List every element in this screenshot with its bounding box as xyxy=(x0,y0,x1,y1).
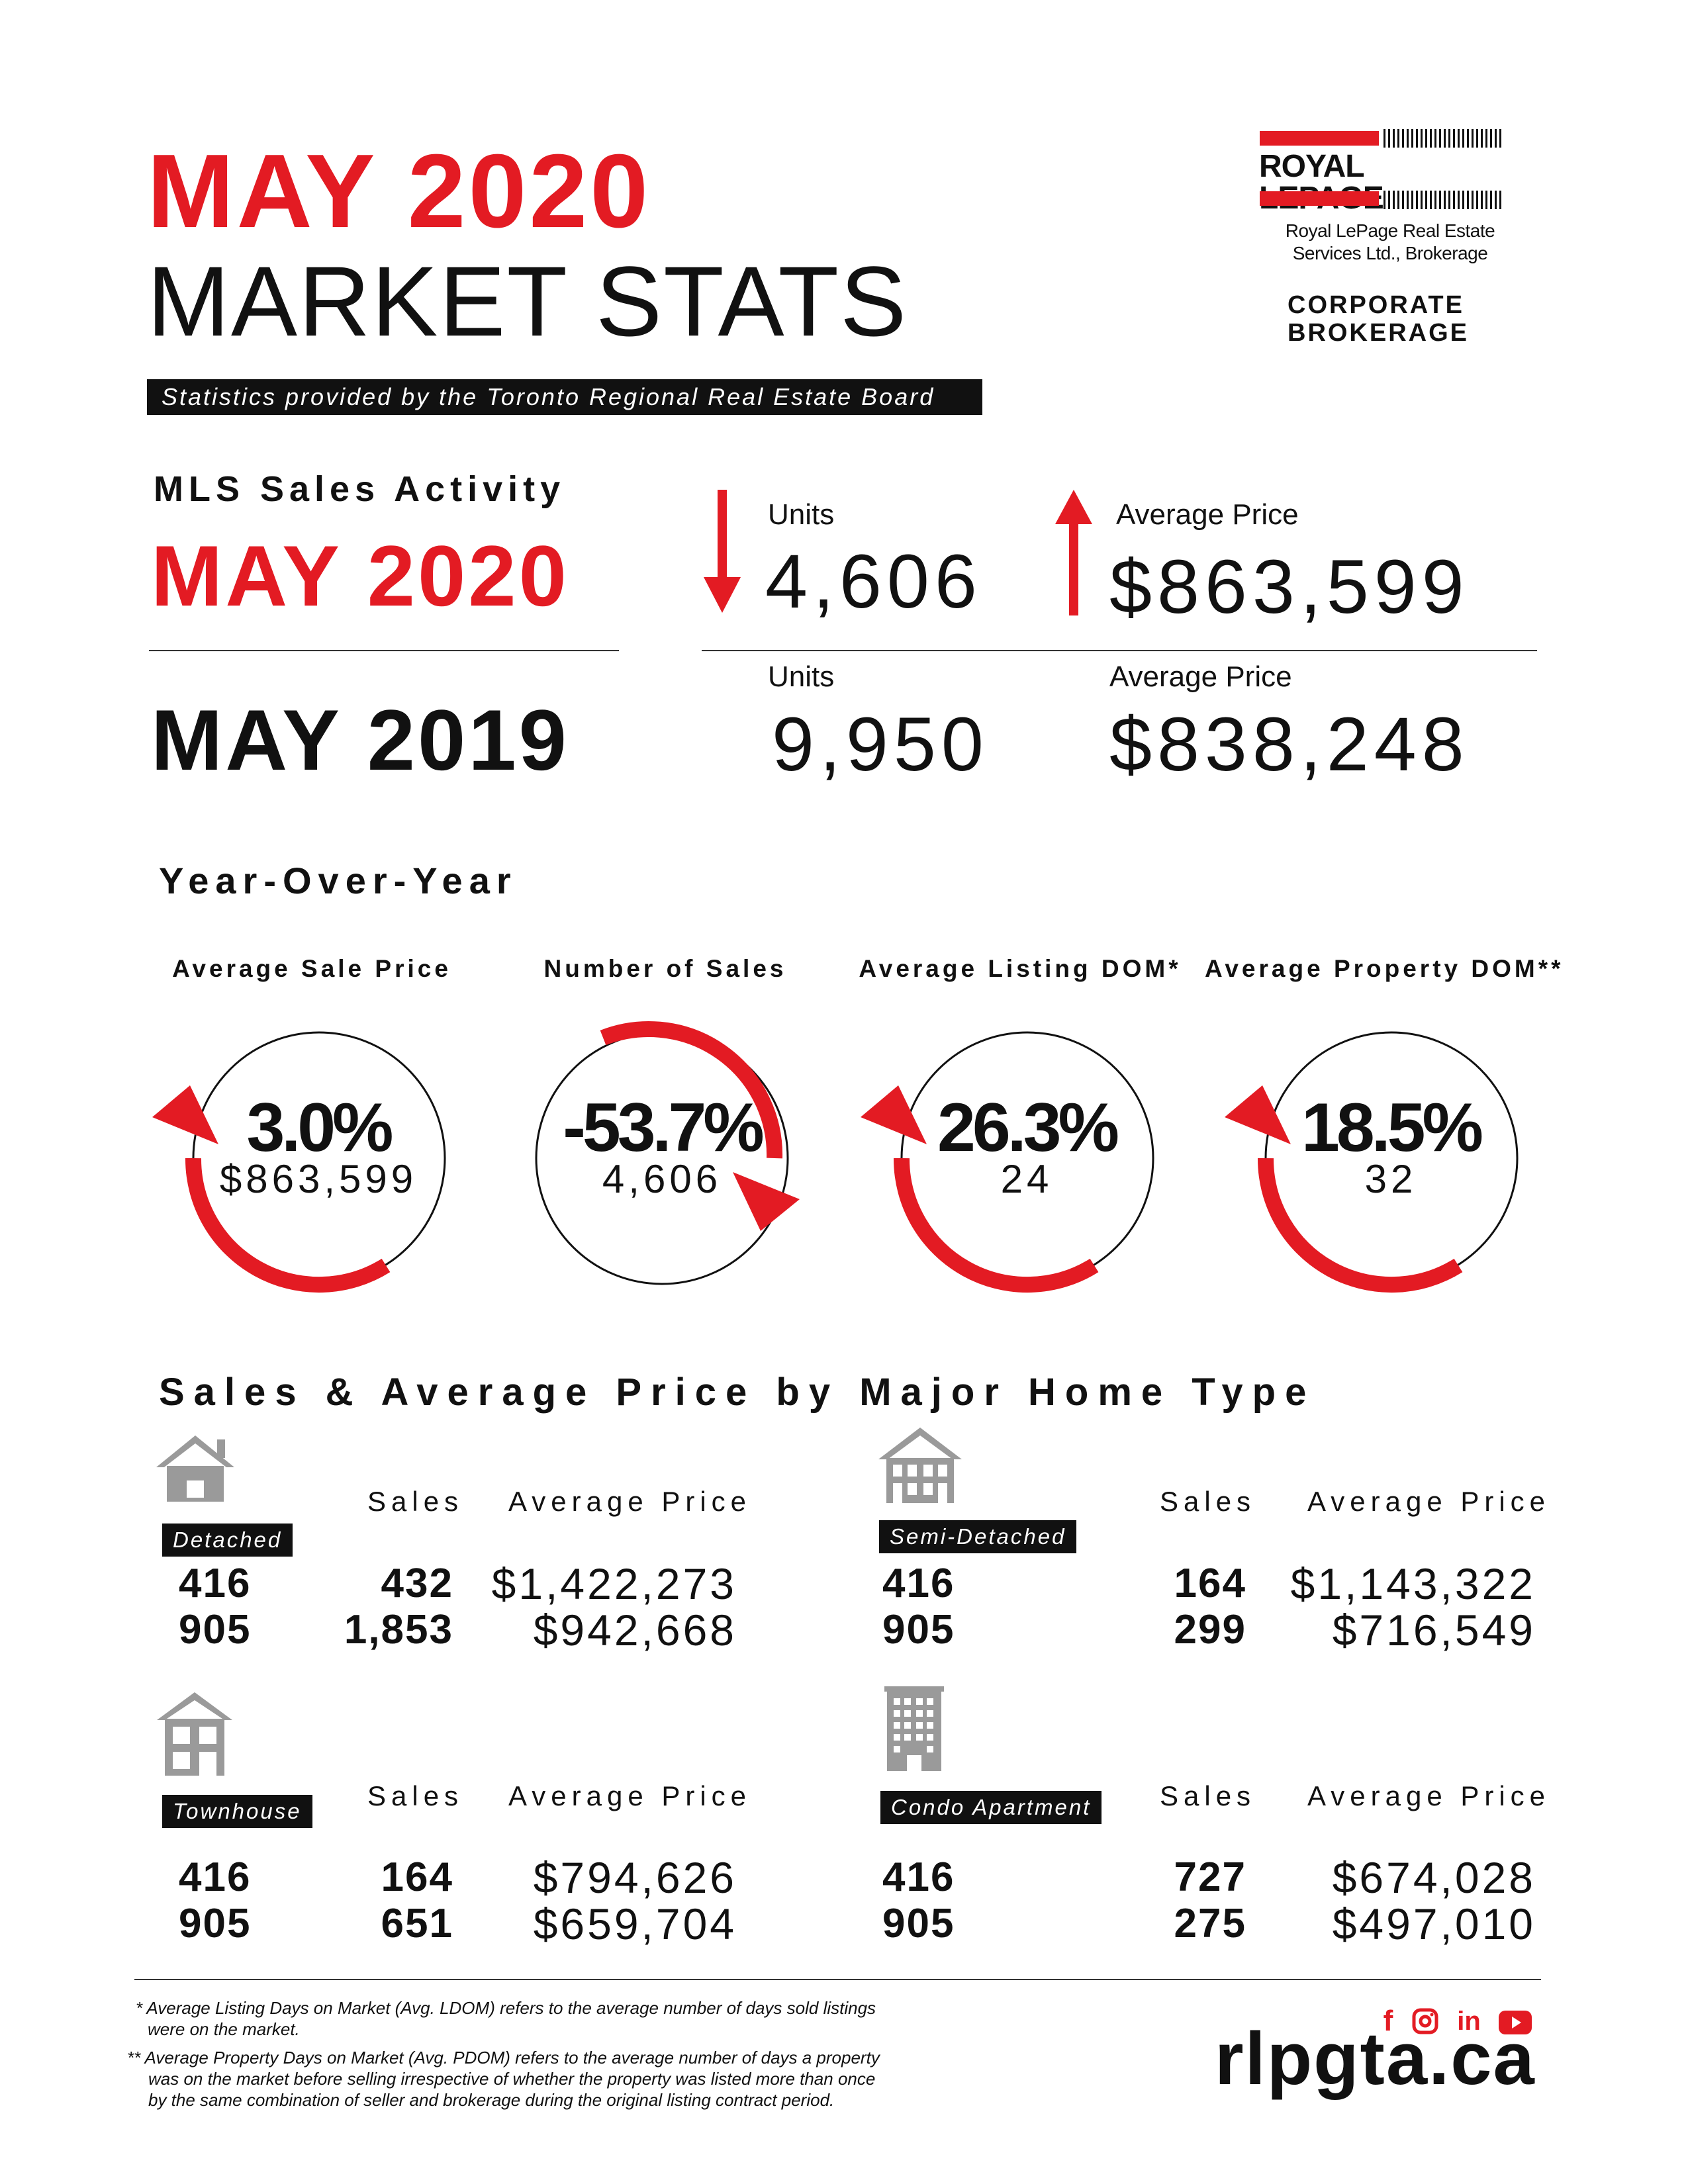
gauge-value-avg-property-dom: 32 xyxy=(1364,1157,1417,1201)
semi-detached-price-905: $716,549 xyxy=(1332,1606,1536,1655)
current-units-value: 4,606 xyxy=(765,539,982,624)
footer-divider xyxy=(134,1979,1541,1980)
brokerage-name: Royal LePage Real Estate Services Ltd., … xyxy=(1278,220,1503,265)
arrow-down-icon xyxy=(704,490,741,613)
brokerage-name-line2: Services Ltd., Brokerage xyxy=(1292,243,1488,263)
footnote-pdom-line1: ** Average Property Days on Market (Avg.… xyxy=(127,2048,880,2068)
current-units-label: Units xyxy=(768,498,835,531)
gauge-value-number-of-sales: 4,606 xyxy=(602,1157,722,1201)
gauge-ring-up xyxy=(152,1031,446,1293)
townhouse-sales-header: Sales xyxy=(367,1780,464,1811)
townhouse-price-416: $794,626 xyxy=(533,1853,737,1902)
semi-detached-area-416: 416 xyxy=(882,1561,955,1606)
condo-tag: Condo Apartment xyxy=(880,1791,1102,1824)
footnote-pdom-line3: by the same combination of seller and br… xyxy=(148,2090,835,2110)
detached-price-header: Average Price xyxy=(508,1486,752,1517)
footnote-ldom-line1: * Average Listing Days on Market (Avg. L… xyxy=(136,1998,876,2018)
condo-price-416: $674,028 xyxy=(1332,1853,1536,1902)
detached-area-416: 416 xyxy=(179,1561,252,1606)
gauge-label-avg-sale-price: Average Sale Price xyxy=(172,955,451,982)
logo-red-bar-top xyxy=(1260,131,1379,146)
semi-detached-sales-header: Sales xyxy=(1160,1486,1256,1517)
condo-price-905: $497,010 xyxy=(1332,1899,1536,1948)
townhouse-sales-416: 164 xyxy=(381,1854,453,1900)
detached-sales-416: 432 xyxy=(381,1561,453,1606)
facebook-icon[interactable]: f xyxy=(1383,2005,1393,2037)
semi-detached-price-416: $1,143,322 xyxy=(1290,1559,1536,1608)
gauge-label-avg-property-dom: Average Property DOM** xyxy=(1205,955,1564,982)
footnote-ldom-line2: were on the market. xyxy=(148,2019,300,2039)
semi-detached-price-header: Average Price xyxy=(1307,1486,1551,1517)
condo-area-905: 905 xyxy=(882,1901,955,1946)
brokerage-name-line1: Royal LePage Real Estate xyxy=(1285,220,1495,241)
website-url[interactable]: rlpgta.ca xyxy=(1215,2017,1536,2100)
logo-stripes-bottom xyxy=(1383,191,1501,209)
gauge-value-avg-listing-dom: 24 xyxy=(1000,1157,1053,1201)
previous-units-value: 9,950 xyxy=(772,702,989,787)
condo-sales-416: 727 xyxy=(1174,1854,1246,1900)
detached-price-905: $942,668 xyxy=(533,1606,737,1655)
report-month-title: MAY 2020 xyxy=(147,133,651,250)
gauge-ring-down xyxy=(535,1021,800,1285)
detached-sales-header: Sales xyxy=(367,1486,464,1517)
townhouse-area-905: 905 xyxy=(179,1901,252,1946)
gauge-pct-avg-listing-dom: 26.3% xyxy=(937,1089,1119,1166)
corporate-line1: CORPORATE xyxy=(1288,291,1464,319)
current-price-value: $863,599 xyxy=(1109,545,1470,629)
previous-price-value: $838,248 xyxy=(1109,702,1470,787)
report-subtitle: MARKET STATS xyxy=(147,246,908,357)
townhouse-icon xyxy=(157,1692,232,1776)
townhouse-price-header: Average Price xyxy=(508,1780,752,1811)
footnote-ldom: * Average Listing Days on Market (Avg. L… xyxy=(136,1997,876,2040)
linkedin-icon[interactable]: in xyxy=(1457,2007,1481,2036)
detached-price-416: $1,422,273 xyxy=(491,1559,737,1608)
gauge-pct-avg-property-dom: 18.5% xyxy=(1301,1089,1483,1166)
footnote-pdom-line2: was on the market before selling irrespe… xyxy=(148,2069,876,2089)
gauge-ring-up xyxy=(1225,1031,1519,1293)
semi-detached-sales-416: 164 xyxy=(1174,1561,1246,1606)
gauge-pct-number-of-sales: -53.7% xyxy=(563,1089,765,1166)
mls-section-title: MLS Sales Activity xyxy=(154,469,566,509)
home-types-section-title: Sales & Average Price by Major Home Type xyxy=(159,1371,1316,1414)
corporate-line2: BROKERAGE xyxy=(1288,319,1470,347)
previous-units-label: Units xyxy=(768,660,835,693)
previous-period-label: MAY 2019 xyxy=(151,692,569,788)
logo-red-bar-bottom xyxy=(1260,191,1379,206)
divider-right xyxy=(702,650,1537,651)
condo-area-416: 416 xyxy=(882,1854,955,1900)
logo-stripes-top xyxy=(1383,129,1501,148)
condo-price-header: Average Price xyxy=(1307,1780,1551,1811)
detached-tag: Detached xyxy=(162,1524,293,1557)
gauge-label-number-of-sales: Number of Sales xyxy=(543,955,787,982)
footnote-pdom: ** Average Property Days on Market (Avg.… xyxy=(127,2047,880,2111)
yoy-section-title: Year-Over-Year xyxy=(159,860,518,901)
gauge-label-avg-listing-dom: Average Listing DOM* xyxy=(859,955,1182,982)
townhouse-price-905: $659,704 xyxy=(533,1899,737,1948)
divider-left xyxy=(149,650,619,651)
previous-price-label: Average Price xyxy=(1109,660,1292,693)
detached-area-905: 905 xyxy=(179,1607,252,1653)
data-source-banner: Statistics provided by the Toronto Regio… xyxy=(147,379,982,415)
instagram-icon[interactable] xyxy=(1412,2008,1438,2034)
detached-sales-905: 1,853 xyxy=(344,1607,453,1653)
corporate-brokerage-label: CORPORATE BROKERAGE xyxy=(1288,291,1469,347)
arrow-up-icon xyxy=(1055,490,1092,615)
gauge-pct-avg-sale-price: 3.0% xyxy=(246,1089,393,1166)
semi-detached-sales-905: 299 xyxy=(1174,1607,1246,1653)
gauge-ring-up xyxy=(861,1031,1154,1293)
condo-sales-905: 275 xyxy=(1174,1901,1246,1946)
condo-building-icon xyxy=(884,1686,944,1771)
current-period-label: MAY 2020 xyxy=(151,527,569,624)
semi-detached-area-905: 905 xyxy=(882,1607,955,1653)
townhouse-area-416: 416 xyxy=(179,1854,252,1900)
townhouse-tag: Townhouse xyxy=(162,1795,312,1828)
gauge-value-avg-sale-price: $863,599 xyxy=(219,1157,418,1201)
youtube-icon[interactable] xyxy=(1499,2011,1532,2034)
current-price-label: Average Price xyxy=(1116,498,1299,531)
condo-sales-header: Sales xyxy=(1160,1780,1256,1811)
semi-detached-house-icon xyxy=(878,1428,962,1503)
townhouse-sales-905: 651 xyxy=(381,1901,453,1946)
detached-house-icon xyxy=(156,1435,234,1502)
semi-detached-tag: Semi-Detached xyxy=(879,1520,1077,1553)
